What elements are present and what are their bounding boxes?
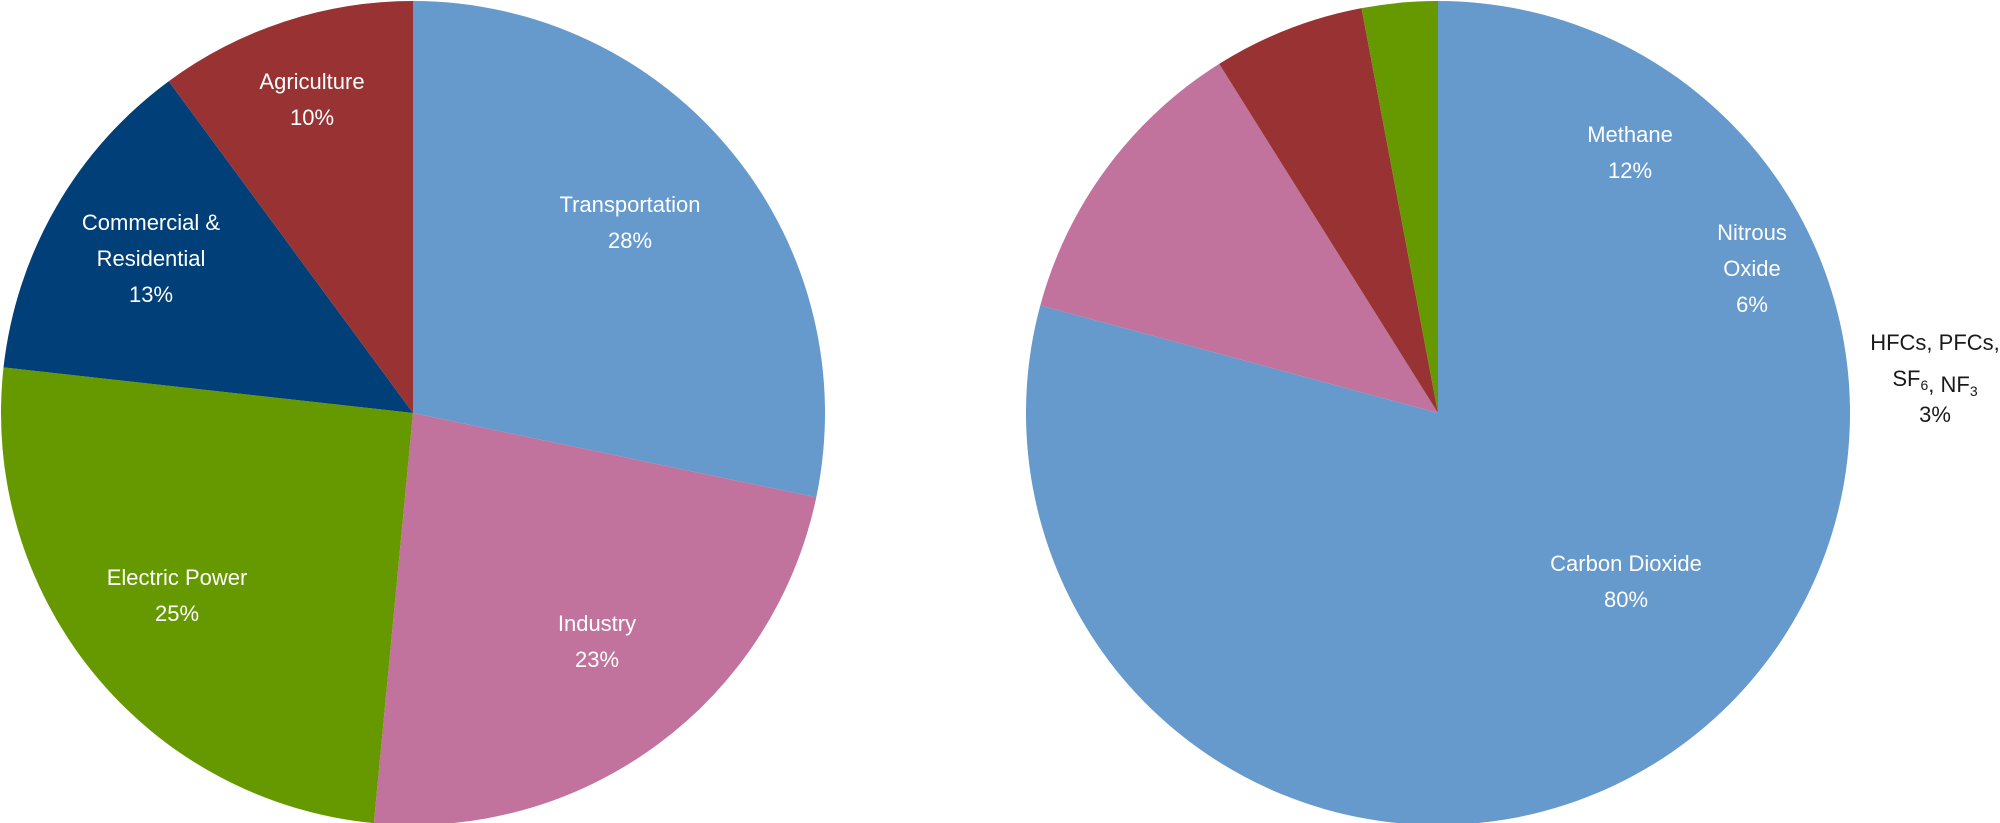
data-label-category: Methane [1587,122,1673,147]
data-label-percent: 6% [1736,292,1768,317]
data-label-category: Oxide [1723,256,1780,281]
data-label-category: Transportation [559,192,700,217]
pie-slice-hfcs-pfcs-sf6-nf3 [1361,1,1438,413]
slice-label-agriculture: Agriculture 10% [259,69,364,130]
pie-slice-transportation [413,1,826,498]
slice-label-carbon-dioxide: Carbon Dioxide 80% [1550,551,1702,612]
data-label-category: Electric Power [107,565,248,590]
pie-slice-carbon-dioxide [1026,1,1850,823]
data-label-category: Residential [97,246,206,271]
pie-slice-commercial-residential [3,81,414,414]
data-label-category: Nitrous [1717,220,1787,245]
data-label-percent: 28% [608,228,652,253]
slice-label-nitrous-oxide: Nitrous Oxide 6% [1717,220,1787,317]
data-label-percent: 25% [155,601,199,626]
data-label-category: Industry [558,611,636,636]
slice-label-transportation: Transportation 28% [559,192,700,253]
data-label-percent: 80% [1604,587,1648,612]
pie-slice-electric-power [1,367,413,823]
gas-pie-chart: Carbon Dioxide 80% Methane 12% Nitrous Oxide 6… [1026,1,2000,823]
pie-slice-methane [1040,63,1438,413]
slice-label-methane: Methane 12% [1587,122,1673,183]
pie-slice-nitrous-oxide [1219,8,1438,414]
data-label-category: Commercial & [82,210,220,235]
pie-slice-agriculture [168,0,413,413]
slice-label-commercial-residential: Commercial & Residential 13% [82,210,220,307]
sector-pie-chart: Transportation 28% Industry 23% Electric Pow… [1,0,826,823]
data-label-percent: 10% [290,105,334,130]
data-label-percent: 3% [1919,402,1951,427]
data-label-percent: 23% [575,647,619,672]
data-label-percent: 13% [129,282,173,307]
slice-label-electric-power: Electric Power 25% [107,565,248,626]
data-label-category: Carbon Dioxide [1550,551,1702,576]
slice-label-industry: Industry 23% [558,611,636,672]
data-label-category: SF6, NF3 [1892,366,1977,399]
slice-label-hfcs-pfcs-sf6-nf3: HFCs, PFCs, SF6, NF3 3% [1870,330,2000,427]
pie-slice-industry [373,413,817,823]
data-label-category: Agriculture [259,69,364,94]
data-label-percent: 12% [1608,158,1652,183]
data-label-category: HFCs, PFCs, [1870,330,2000,355]
